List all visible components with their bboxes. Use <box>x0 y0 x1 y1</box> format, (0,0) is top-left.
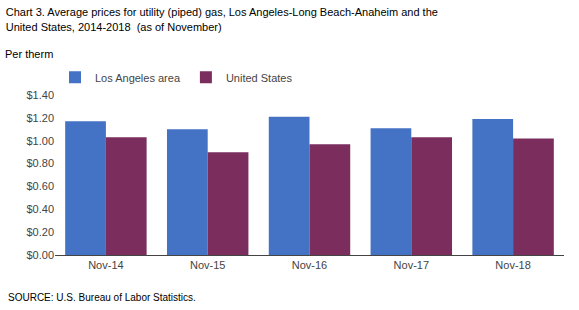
svg-text:United States: United States <box>226 72 293 84</box>
svg-text:Nov-14: Nov-14 <box>88 259 123 271</box>
svg-text:Chart 3. Average prices for ut: Chart 3. Average prices for utility (pip… <box>6 6 438 32</box>
svg-text:$1.20: $1.20 <box>26 112 54 124</box>
svg-text:Nov-15: Nov-15 <box>190 259 225 271</box>
svg-text:$1.40: $1.40 <box>26 89 54 101</box>
svg-text:$0.40: $0.40 <box>26 203 54 215</box>
svg-text:SOURCE: U.S. Bureau of Labor S: SOURCE: U.S. Bureau of Labor Statistics. <box>8 292 196 303</box>
svg-text:$0.60: $0.60 <box>26 180 54 192</box>
svg-text:$0.80: $0.80 <box>26 157 54 169</box>
svg-text:Nov-18: Nov-18 <box>495 259 530 271</box>
svg-text:$1.00: $1.00 <box>26 135 54 147</box>
svg-text:$0.00: $0.00 <box>26 249 54 261</box>
svg-text:Nov-17: Nov-17 <box>394 259 429 271</box>
svg-text:Per therm: Per therm <box>5 48 53 60</box>
svg-text:$0.20: $0.20 <box>26 226 54 238</box>
svg-text:Nov-16: Nov-16 <box>292 259 327 271</box>
svg-text:Los Angeles area: Los Angeles area <box>95 72 181 84</box>
